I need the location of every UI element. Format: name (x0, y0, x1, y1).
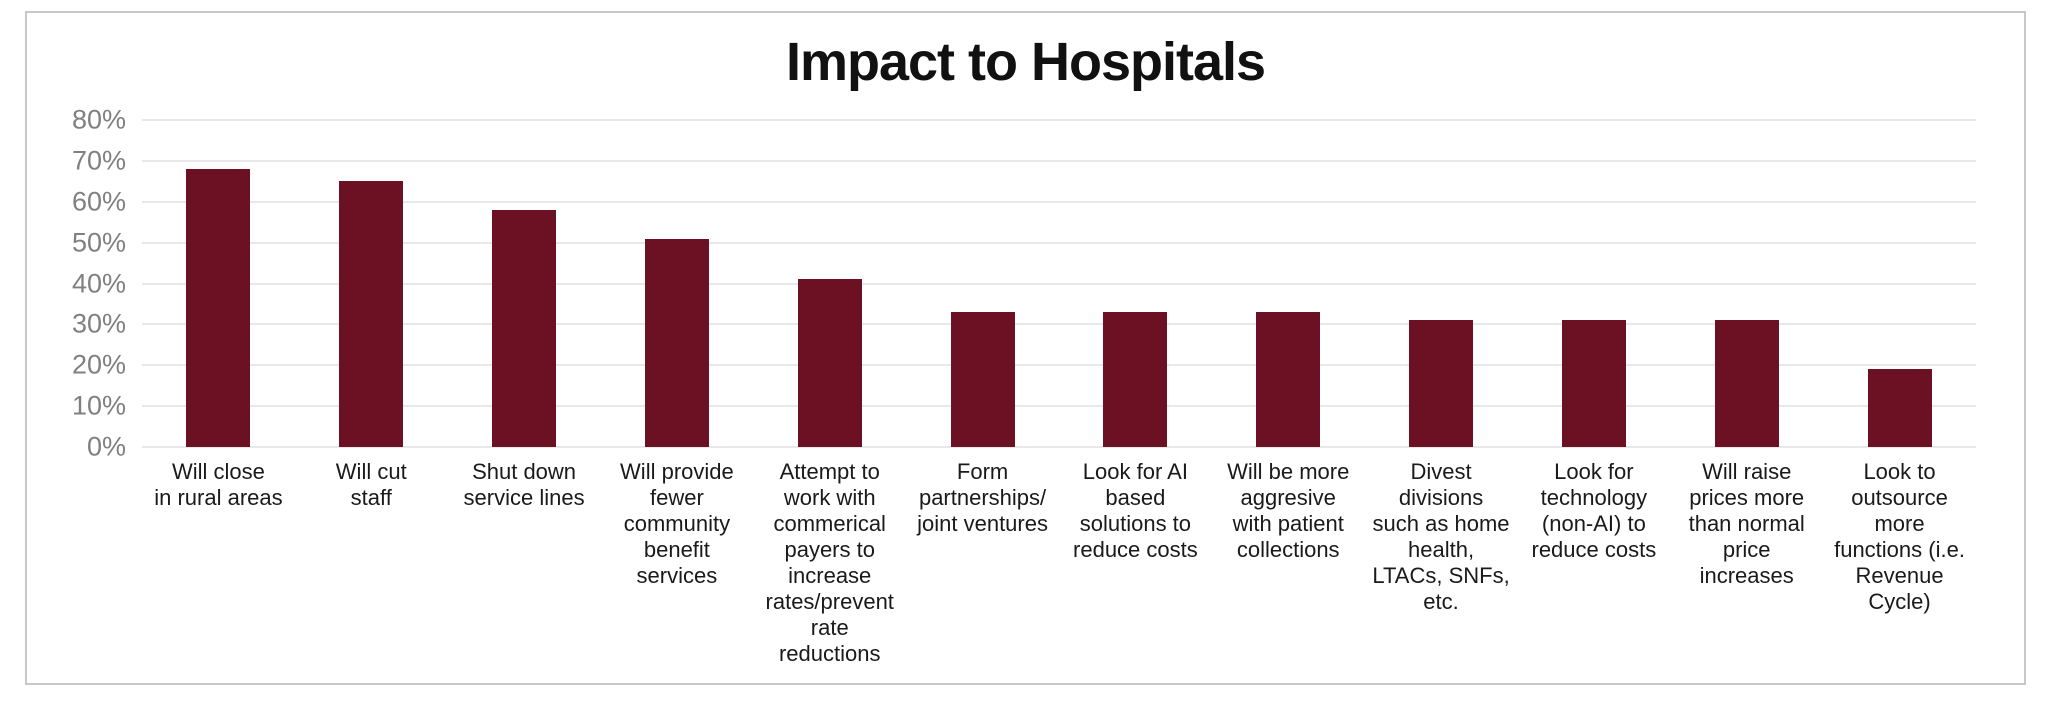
y-axis-tick-label: 70% (71, 145, 126, 176)
category-label: Look for technology (non-AI) to reduce c… (1531, 459, 1657, 562)
gridline (142, 405, 1976, 408)
category-label: Form partnerships/ joint ventures (917, 459, 1048, 536)
gridline (142, 323, 1976, 326)
category-label: Shut down service lines (463, 459, 585, 510)
category-label: Will raise prices more than normal price… (1688, 459, 1805, 588)
category-label: Attempt to work with commerical payers t… (765, 459, 894, 666)
bars-layer (142, 120, 1976, 447)
gridline (142, 241, 1976, 244)
chart-card: Impact to Hospitals 0% 10% 20% 30% 40% 50% 60%… (25, 11, 2026, 685)
y-axis-tick-label: 0% (86, 431, 126, 462)
gridline (142, 159, 1976, 162)
category-label: Look for AI based solutions to reduce co… (1073, 459, 1198, 562)
bar (1561, 320, 1626, 447)
category-label: Will provide fewer community benefit ser… (620, 459, 734, 588)
y-axis-tick-label: 40% (71, 268, 126, 298)
bar-slot (1670, 120, 1823, 447)
bar (1256, 312, 1321, 447)
bar (339, 181, 404, 447)
bar (950, 312, 1015, 447)
bar (1714, 320, 1779, 447)
gridline (142, 282, 1976, 285)
gridline (142, 364, 1976, 367)
bar-slot (448, 120, 601, 447)
category-label: Will be more aggresive with patient coll… (1227, 459, 1350, 562)
category-label: Divest divisions such as home health, LT… (1372, 459, 1510, 614)
y-axis-tick-label: 30% (71, 308, 126, 339)
bar (186, 169, 251, 447)
bar-slot (1365, 120, 1518, 447)
bar-slot (753, 120, 906, 447)
y-axis-tick-label: 60% (71, 186, 126, 217)
bar (644, 238, 709, 447)
bar-slot (295, 120, 448, 447)
bar (492, 209, 557, 447)
bar (1103, 312, 1168, 447)
category-label: Will close in rural areas (154, 459, 283, 510)
category-label: Look to outsource more functions (i.e. R… (1834, 459, 1965, 614)
bar (1409, 320, 1474, 447)
y-axis-tick-label: 80% (71, 104, 126, 135)
bar (1867, 369, 1932, 447)
gridline (142, 119, 1976, 121)
y-axis-tick-label: 20% (71, 349, 126, 380)
gridline (142, 200, 1976, 203)
gridline (142, 446, 1976, 448)
plot-area: 0% 10% 20% 30% 40% 50% 60% 70% 80% Will close in… (72, 105, 1976, 666)
bar-slot (906, 120, 1059, 447)
y-axis-tick-label: 50% (71, 227, 126, 258)
page-title: Impact to Hospitals (785, 32, 1266, 92)
bar-slot (1212, 120, 1365, 447)
category-label: Will cut staff (335, 459, 407, 510)
bar-slot (142, 120, 295, 447)
bar-slot (1059, 120, 1212, 447)
bar-slot (1823, 120, 1976, 447)
category-axis: Will close in rural areas Will cut staff S… (142, 459, 1976, 667)
y-axis-tick-label: 10% (71, 390, 126, 421)
bar-slot (1517, 120, 1670, 447)
bar-slot (600, 120, 753, 447)
bar (797, 279, 862, 447)
